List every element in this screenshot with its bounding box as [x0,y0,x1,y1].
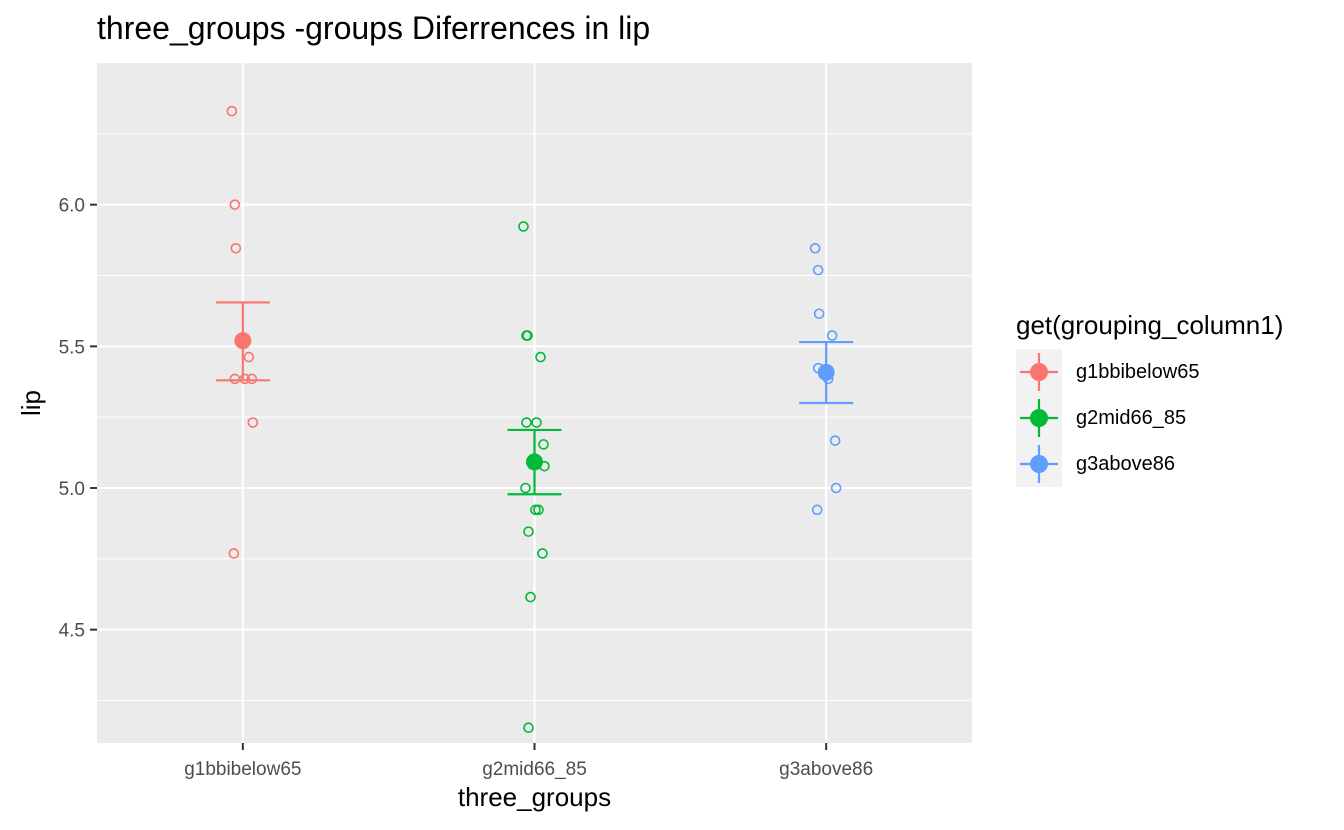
x-tick-label: g3above86 [779,759,873,780]
mean-point [234,332,252,350]
mean-point [526,453,543,471]
x-tick-label: g2mid66_85 [482,759,587,780]
data-point [228,548,240,559]
legend: get(grouping_column1) g1bbibelow65 g2mid6… [1016,310,1283,487]
data-point [239,373,251,385]
legend-label: g3above86 [1076,452,1175,475]
data-layer [215,105,854,734]
legend-key [1016,441,1062,487]
data-point [243,351,255,363]
data-point [230,243,242,254]
data-point [523,722,534,734]
x-axis-title: three_groups [458,782,611,812]
data-point [247,417,259,428]
legend-entries: g1bbibelow65 g2mid66_85 g3above86 [1016,349,1283,487]
data-point [521,417,532,428]
mean-point [817,363,835,381]
data-point [531,417,542,428]
data-point [812,264,824,276]
x-tick-label: g1bbibelow65 [184,759,301,780]
data-point [535,351,546,363]
data-point [537,548,548,559]
data-point [226,105,238,117]
data-point [813,308,825,320]
data-point [829,435,841,446]
data-point [246,373,258,385]
legend-entry: g3above86 [1016,441,1283,487]
data-point [533,504,544,516]
data-point [523,526,534,537]
legend-key [1016,395,1062,441]
data-point [229,373,241,385]
data-point [830,482,842,494]
legend-title: get(grouping_column1) [1016,310,1284,340]
y-axis-title: lip [16,390,46,416]
legend-entry: g1bbibelow65 [1016,349,1283,395]
y-tick-label: 5.5 [59,337,85,358]
y-tick-label: 5.0 [59,479,85,500]
y-tick-label: 4.5 [59,621,85,642]
data-point [530,504,541,516]
data-point [229,199,241,210]
data-point [522,330,533,341]
chart-title: three_groups -groups Diferrences in lip [97,10,651,46]
axes: 4.5 5.0 5.5 6.0 g1bbibelow65 g2mid66_85 g3abov… [59,196,874,780]
legend-label: g1bbibelow65 [1076,360,1200,383]
legend-entry: g2mid66_85 [1016,395,1283,441]
data-point [518,221,529,232]
data-point [525,591,536,603]
data-point [538,439,549,450]
data-point [826,330,838,341]
y-tick-label: 6.0 [59,196,85,217]
data-point [811,504,823,516]
data-point [809,243,821,254]
legend-label: g2mid66_85 [1076,406,1187,429]
legend-key [1016,349,1062,395]
data-point [520,482,531,494]
